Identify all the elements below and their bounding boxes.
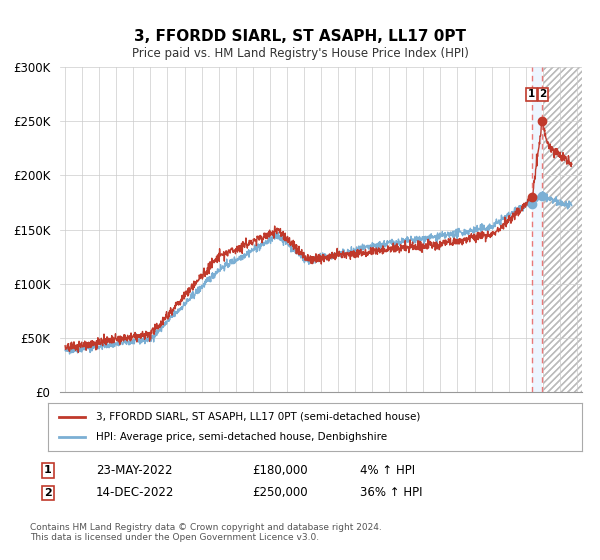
Text: HPI: Average price, semi-detached house, Denbighshire: HPI: Average price, semi-detached house,… [96, 432, 387, 442]
Text: 2: 2 [44, 488, 52, 498]
Text: Contains HM Land Registry data © Crown copyright and database right 2024.: Contains HM Land Registry data © Crown c… [30, 523, 382, 532]
Text: £180,000: £180,000 [252, 464, 308, 477]
Text: 2: 2 [539, 89, 547, 99]
Text: 36% ↑ HPI: 36% ↑ HPI [360, 486, 422, 500]
Text: 3, FFORDD SIARL, ST ASAPH, LL17 0PT: 3, FFORDD SIARL, ST ASAPH, LL17 0PT [134, 29, 466, 44]
Bar [543, 67, 599, 392]
Text: 1: 1 [528, 89, 535, 99]
Text: 23-MAY-2022: 23-MAY-2022 [96, 464, 173, 477]
Text: 3, FFORDD SIARL, ST ASAPH, LL17 0PT (semi-detached house): 3, FFORDD SIARL, ST ASAPH, LL17 0PT (sem… [96, 412, 421, 422]
Text: Price paid vs. HM Land Registry's House Price Index (HPI): Price paid vs. HM Land Registry's House … [131, 46, 469, 60]
Text: This data is licensed under the Open Government Licence v3.0.: This data is licensed under the Open Gov… [30, 533, 319, 542]
Text: £250,000: £250,000 [252, 486, 308, 500]
Text: 1: 1 [44, 465, 52, 475]
Text: 4% ↑ HPI: 4% ↑ HPI [360, 464, 415, 477]
Text: 14-DEC-2022: 14-DEC-2022 [96, 486, 175, 500]
Bar [532, 67, 542, 392]
Bar [543, 67, 599, 392]
